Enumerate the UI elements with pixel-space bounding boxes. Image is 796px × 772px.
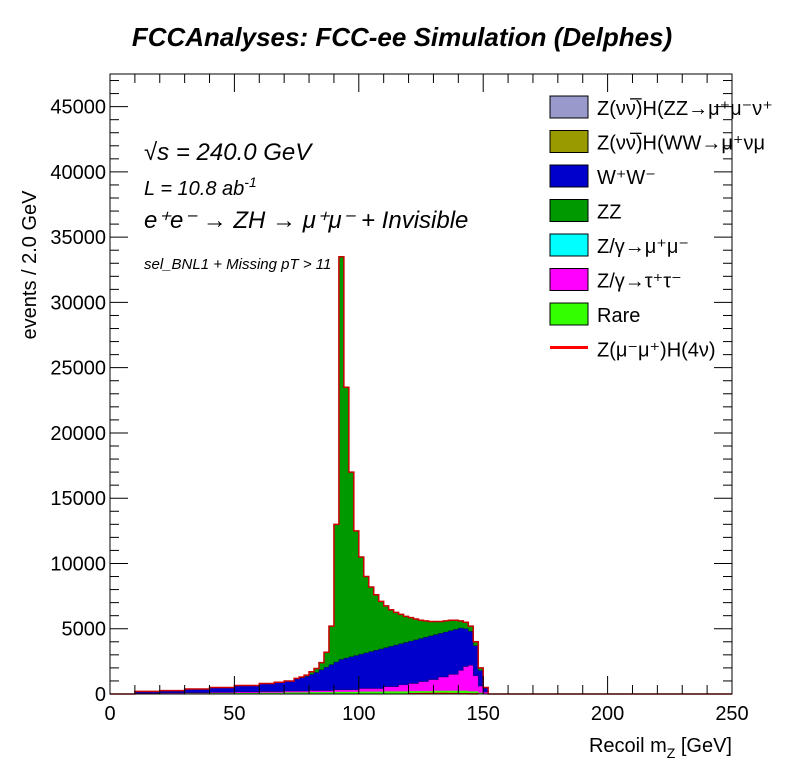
y-tick-label: 35000 — [50, 227, 106, 249]
legend-swatch — [549, 164, 589, 188]
legend-label: Z(νν̅)H(WW→μ⁺νμ — [597, 132, 765, 155]
x-tick-label: 200 — [591, 703, 624, 725]
tautau-area — [134, 665, 489, 694]
process-annotation: e⁺e⁻ → ZH → μ⁺μ⁻ + Invisible — [144, 207, 468, 234]
sqrt-s-annotation: √s = 240.0 GeV — [144, 139, 313, 166]
zz-area — [134, 256, 489, 694]
axes: 0 50 100 150 200 250 0 5000 10000 15000 20000 25000… — [50, 73, 749, 725]
rare-area — [134, 690, 489, 694]
legend-label: Z/γ→μ⁺μ⁻ — [597, 236, 689, 258]
legend-label: Z/γ→τ⁺τ⁻ — [597, 271, 682, 293]
legend-label: Z(νν̅)H(ZZ→μ⁺μ⁻ν⁺ — [597, 97, 773, 120]
y-tick-label: 40000 — [50, 162, 106, 184]
plot-area — [110, 255, 732, 695]
lumi-annotation: L = 10.8 ab-1 — [144, 174, 257, 200]
x-tick-label: 50 — [223, 703, 245, 725]
y-tick-label: 0 — [95, 684, 106, 706]
legend-label: W⁺W⁻ — [597, 167, 656, 189]
legend-label: ZZ — [597, 202, 621, 224]
x-tick-label: 250 — [715, 703, 748, 725]
tautau-outline — [134, 664, 489, 694]
y-tick-label: 25000 — [50, 358, 106, 380]
y-tick-label: 20000 — [50, 423, 106, 445]
y-tick-label: 30000 — [50, 292, 106, 314]
selection-annotation: sel_BNL1 + Missing pT > 11 — [144, 256, 331, 273]
x-tick-label: 0 — [104, 703, 115, 725]
legend-swatch — [549, 130, 589, 153]
legend-label: Z(μ⁻μ⁺)H(4ν) — [597, 340, 716, 362]
x-axis-title-main: Recoil m — [589, 735, 667, 757]
legend-swatch — [549, 95, 589, 119]
legend-swatch — [549, 199, 589, 222]
chart-title: FCCAnalyses: FCC-ee Simulation (Delphes) — [132, 22, 672, 52]
total-outline — [110, 255, 732, 695]
y-tick-label: 15000 — [50, 488, 106, 510]
y-axis-title: events / 2.0 GeV — [19, 190, 41, 340]
legend-swatch — [549, 302, 589, 326]
legend-swatch — [549, 233, 589, 257]
lumi-exp: -1 — [244, 174, 256, 190]
y-tick-label: 45000 — [50, 97, 106, 119]
y-tick-label: 5000 — [62, 619, 107, 641]
legend: Z(νν̅)H(ZZ→μ⁺μ⁻ν⁺ Z(νν̅)H(WW→μ⁺νμ W⁺W⁻ ZZ Z/… — [549, 95, 773, 362]
legend-swatch — [549, 268, 589, 291]
plot-frame — [109, 73, 733, 695]
x-axis-title-unit: [GeV] — [675, 735, 732, 757]
legend-label: Rare — [597, 305, 640, 327]
x-tick-label: 100 — [342, 703, 375, 725]
ww-area — [134, 628, 489, 694]
y-tick-label: 10000 — [50, 553, 106, 575]
x-axis-title: Recoil mZ [GeV] — [589, 735, 732, 761]
x-tick-label: 150 — [467, 703, 500, 725]
x-axis-title-sub: Z — [667, 745, 676, 761]
annotations: √s = 240.0 GeV L = 10.8 ab-1 e⁺e⁻ → ZH →… — [144, 139, 468, 273]
lumi-text: L = 10.8 ab — [144, 178, 244, 200]
